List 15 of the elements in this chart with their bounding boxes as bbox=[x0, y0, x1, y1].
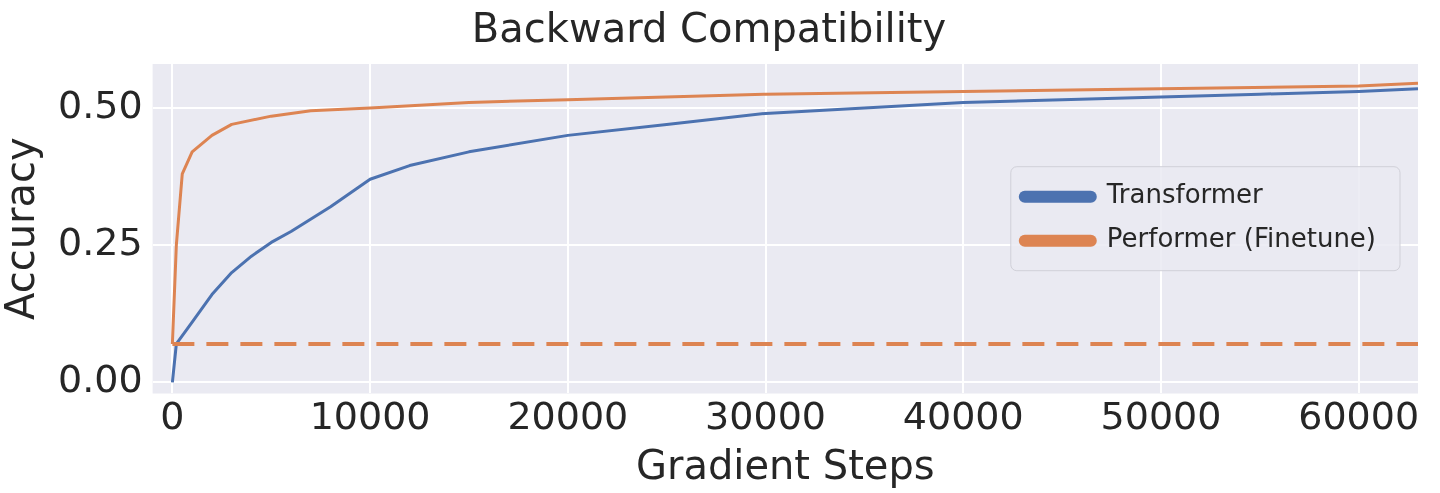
x-tick-label: 60000 bbox=[1298, 394, 1420, 439]
y-tick-label: 0.25 bbox=[58, 220, 143, 265]
y-tick-label: 0.00 bbox=[58, 357, 143, 402]
legend-label: Transformer bbox=[1105, 179, 1264, 210]
x-tick-label: 10000 bbox=[309, 394, 431, 439]
legend-label: Performer (Finetune) bbox=[1106, 223, 1377, 254]
chart-title: Backward Compatibility bbox=[471, 5, 947, 52]
x-axis-title: Gradient Steps bbox=[635, 442, 935, 489]
x-tick-label: 30000 bbox=[705, 394, 826, 439]
y-axis-title: Accuracy bbox=[0, 137, 44, 321]
x-tick-label: 40000 bbox=[902, 394, 1024, 439]
x-tick-label: 0 bbox=[160, 394, 185, 439]
x-tick-label: 50000 bbox=[1100, 394, 1222, 439]
y-tick-label: 0.50 bbox=[58, 82, 143, 127]
x-tick-label: 20000 bbox=[507, 394, 629, 439]
